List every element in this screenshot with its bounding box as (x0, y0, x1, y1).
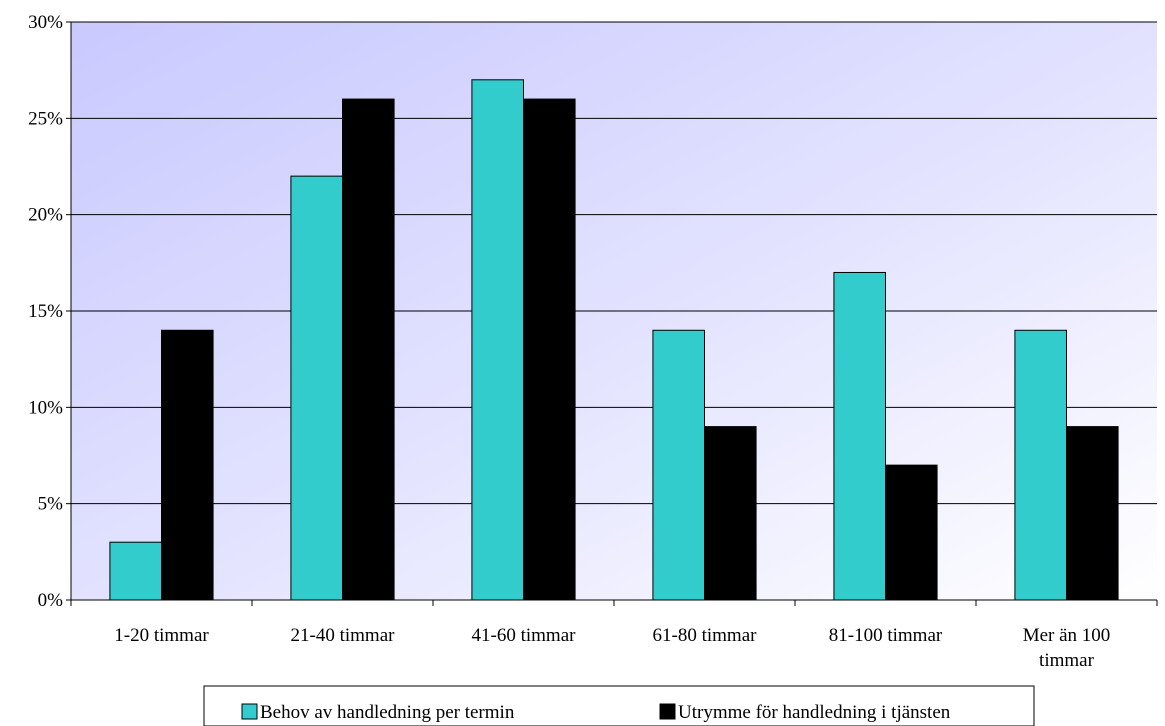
x-tick-label: 61-80 timmar (653, 625, 758, 646)
legend-label: Behov av handledning per termin (260, 702, 515, 723)
y-tick-label: 20% (28, 205, 63, 226)
y-tick-label: 25% (28, 108, 63, 129)
bar-series-1 (290, 175, 344, 601)
bar-series-2 (523, 98, 576, 601)
y-tick-label: 15% (28, 301, 63, 322)
legend-box (203, 685, 1035, 726)
x-tick-label: 1-20 timmar (114, 625, 209, 646)
y-tick-label: 5% (38, 494, 64, 515)
bar-series-2 (885, 464, 938, 601)
legend-swatch (659, 703, 676, 720)
x-tick-label: 41-60 timmar (472, 625, 577, 646)
bar-series-1 (833, 271, 886, 601)
bar-series-1 (471, 79, 525, 601)
x-tick-label: 21-40 timmar (291, 625, 396, 646)
bar-series-2 (704, 426, 757, 601)
bar-series-1 (109, 541, 162, 601)
bar-series-2 (161, 329, 214, 601)
x-tick-label: 81-100 timmar (829, 625, 943, 646)
bar-series-1 (652, 329, 705, 601)
y-tick-label: 30% (28, 12, 63, 33)
legend: Behov av handledning per termin Utrymme f… (203, 685, 1035, 726)
legend-swatch (241, 703, 258, 720)
y-tick-label: 10% (28, 397, 63, 418)
y-tick-label: 0% (38, 590, 64, 611)
legend-label: Utrymme för handledning i tjänsten (678, 702, 951, 723)
bar-series-2 (1066, 426, 1119, 601)
bar-series-1 (1014, 329, 1067, 601)
bar-series-2 (342, 98, 395, 601)
x-tick-label: Mer än 100 timmar (1023, 625, 1111, 671)
